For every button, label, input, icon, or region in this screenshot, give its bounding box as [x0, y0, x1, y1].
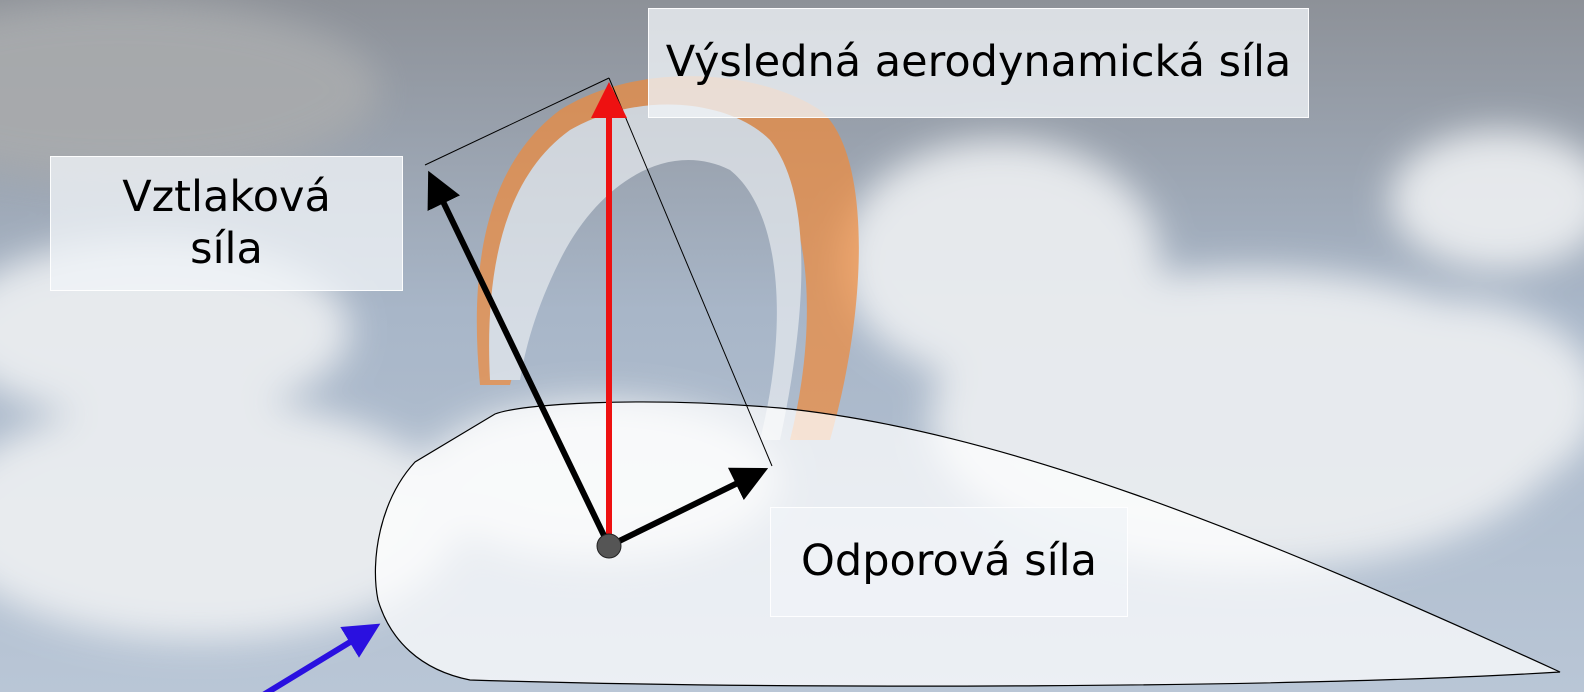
- drag-label: Odporová síla: [770, 507, 1128, 617]
- page: {"labels": {"resultant": "Výsledná aerod…: [0, 0, 1584, 692]
- center-of-pressure: [597, 534, 621, 558]
- lift-label: Vztlaková síla: [50, 156, 403, 291]
- resultant-label: Výsledná aerodynamická síla: [648, 8, 1309, 118]
